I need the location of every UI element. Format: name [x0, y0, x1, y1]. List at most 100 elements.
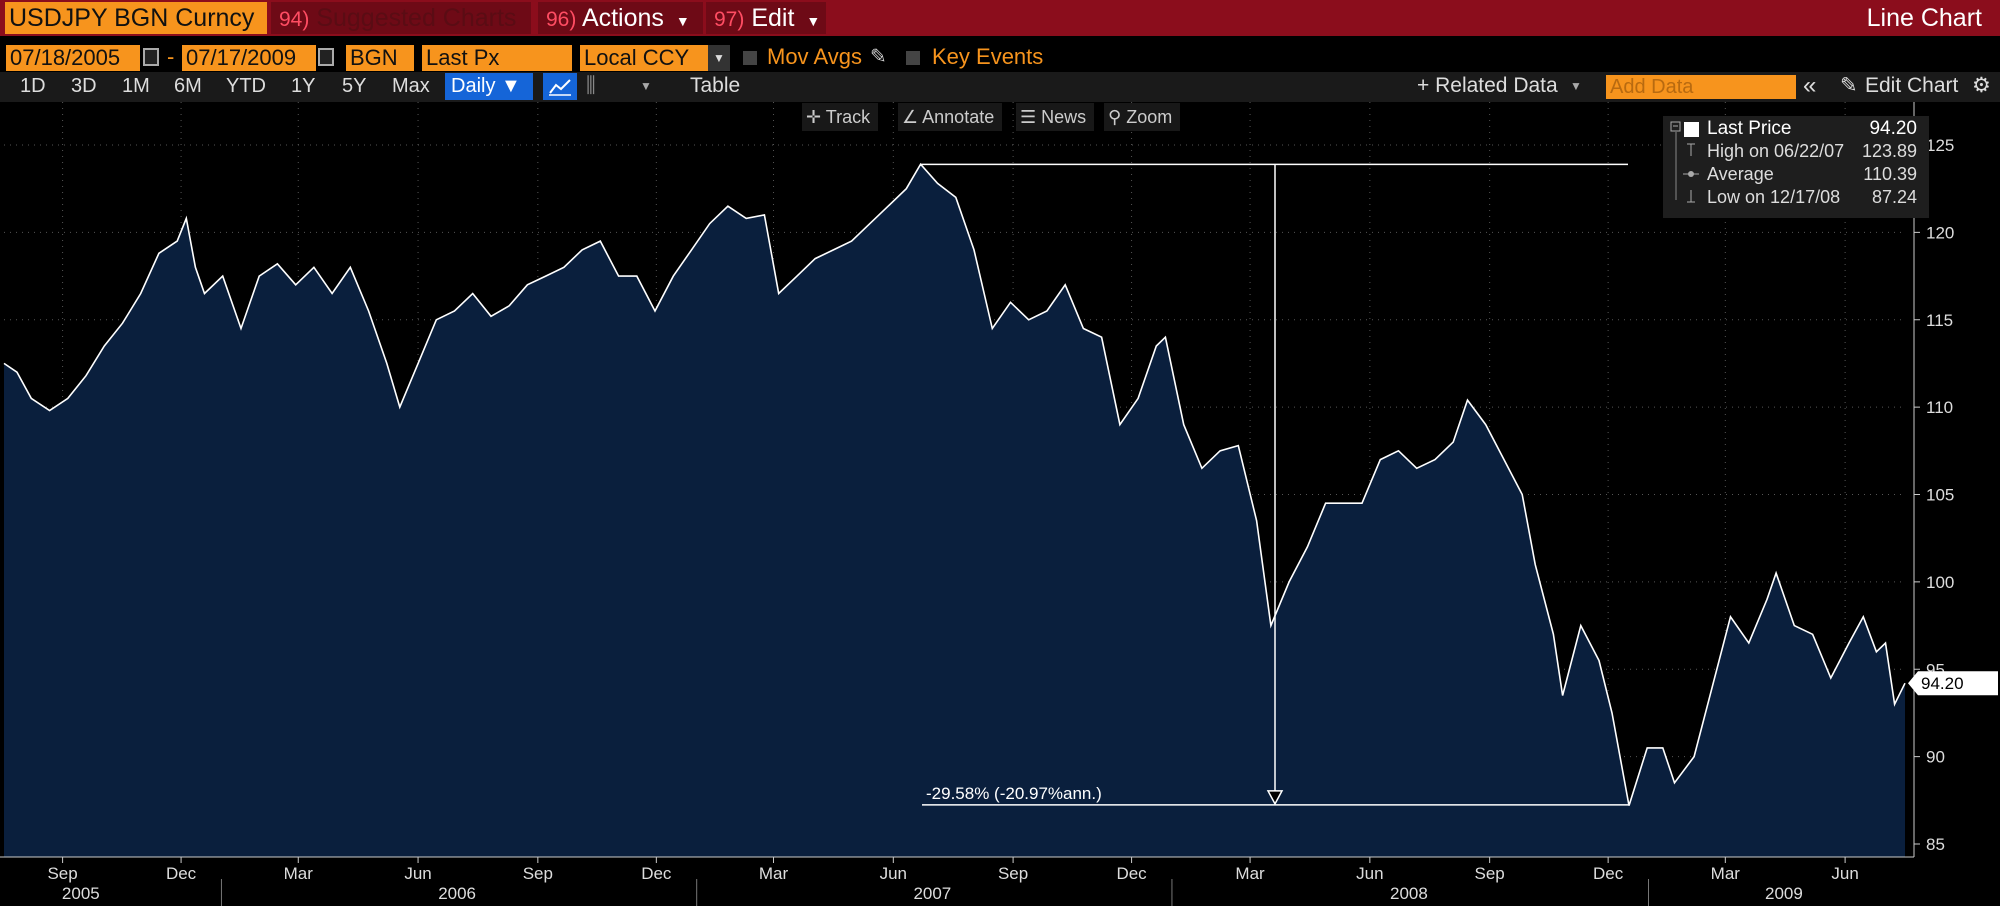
actions-label: Actions: [581, 4, 664, 32]
x-tick-label: Mar: [759, 864, 789, 883]
collapse-icon[interactable]: «: [1803, 72, 1817, 99]
annotate-label: Annotate: [922, 107, 995, 127]
chevron-down-icon[interactable]: ▼: [708, 45, 730, 71]
x-tick-label: Mar: [284, 864, 314, 883]
table-button[interactable]: Table: [690, 74, 741, 97]
mov-avgs-checkbox[interactable]: [743, 51, 757, 65]
x-tick-label: Sep: [1475, 864, 1505, 883]
x-tick-label: Dec: [166, 864, 197, 883]
period-max-button[interactable]: Max: [392, 75, 430, 97]
y-tick-label: 110: [1926, 398, 1953, 417]
mov-avgs-label[interactable]: Mov Avgs: [767, 44, 862, 69]
period-6m-button[interactable]: 6M: [174, 75, 202, 97]
frequency-select[interactable]: Daily ▼: [445, 73, 533, 100]
calendar-icon[interactable]: [143, 48, 159, 66]
chevron-down-icon[interactable]: ▼: [1570, 79, 1582, 93]
zoom-button[interactable]: ⚲ Zoom: [1104, 103, 1181, 131]
currency-select[interactable]: Local CCY: [580, 45, 710, 71]
year-label: 2008: [1390, 884, 1428, 903]
start-date-input[interactable]: 07/18/2005: [6, 45, 140, 71]
pencil-icon[interactable]: ✎: [870, 46, 887, 68]
x-tick-label: Sep: [998, 864, 1028, 883]
title-bar: USDJPY BGN Curncy 94) Suggested Charts 9…: [0, 0, 2000, 36]
suggested-charts-button[interactable]: 94) Suggested Charts: [271, 2, 531, 34]
crosshair-icon: ✛: [806, 107, 822, 127]
key-events-checkbox[interactable]: [906, 51, 920, 65]
add-data-input[interactable]: [1606, 75, 1796, 99]
line-chart-icon[interactable]: [543, 73, 577, 100]
drawdown-annotation: -29.58% (-20.97%ann.): [920, 163, 1629, 806]
x-tick-label: Jun: [1356, 864, 1383, 883]
edit-label: Edit: [751, 4, 795, 32]
magnifier-icon: ⚲: [1108, 107, 1122, 127]
legend-last-price-label: Last Price: [1707, 118, 1792, 139]
news-label: News: [1041, 107, 1087, 127]
chevron-down-icon[interactable]: ▼: [640, 79, 652, 93]
y-tick-label: 90: [1926, 748, 1945, 767]
y-tick-label: 100: [1926, 573, 1954, 592]
annotate-button[interactable]: ∠ Annotate: [898, 103, 1003, 131]
period-1d-button[interactable]: 1D: [20, 75, 46, 97]
suggested-charts-num: 94): [279, 8, 310, 31]
frequency-label: Daily: [451, 75, 496, 97]
legend-average-value: 110.39: [1863, 164, 1917, 184]
actions-num: 96): [546, 8, 577, 31]
controls-row: 07/18/2005 - 07/17/2009 BGN Last Px Loca…: [0, 42, 2000, 72]
edit-menu-button[interactable]: 97) Edit ▼: [706, 2, 826, 34]
y-tick-label: 125: [1926, 136, 1954, 155]
price-area: [4, 164, 1905, 857]
y-tick-label: 85: [1926, 835, 1945, 854]
period-1y-button[interactable]: 1Y: [291, 75, 316, 97]
candlestick-icon[interactable]: ⫼: [586, 74, 596, 97]
legend-last-price-value: 94.20: [1869, 118, 1917, 139]
add-data-field[interactable]: [1606, 75, 1796, 99]
x-tick-label: Sep: [47, 864, 77, 883]
year-label: 2006: [438, 884, 476, 903]
key-events-label[interactable]: Key Events: [932, 44, 1044, 69]
period-1m-button[interactable]: 1M: [122, 75, 150, 97]
y-tick-label: 120: [1926, 223, 1954, 242]
pencil-icon[interactable]: ✎: [1840, 74, 1858, 97]
x-tick-label: Mar: [1235, 864, 1265, 883]
caret-down-icon: ▼: [806, 13, 821, 29]
track-button[interactable]: ✛ Track: [802, 103, 879, 131]
last-price-tag: 94.20: [1908, 671, 1998, 696]
period-3d-button[interactable]: 3D: [71, 75, 97, 97]
related-data-button[interactable]: + Related Data: [1417, 74, 1558, 97]
legend-high-value: 123.89: [1861, 141, 1917, 161]
price-line: [3, 162, 1906, 806]
calendar-icon[interactable]: [318, 48, 334, 66]
x-tick-label: Mar: [1711, 864, 1741, 883]
source-input[interactable]: BGN: [346, 45, 414, 71]
x-tick-label: Jun: [404, 864, 431, 883]
news-icon: ☰: [1020, 107, 1037, 127]
legend-high-label: High on 06/22/07: [1707, 141, 1845, 161]
end-date-input[interactable]: 07/17/2009: [182, 45, 316, 71]
annotation-text: -29.58% (-20.97%ann.): [926, 784, 1102, 803]
period-ytd-button[interactable]: YTD: [226, 75, 266, 97]
x-tick-label: Dec: [641, 864, 672, 883]
period-5y-button[interactable]: 5Y: [342, 75, 367, 97]
legend-low-label: Low on 12/17/08: [1707, 187, 1841, 207]
actions-menu-button[interactable]: 96) Actions ▼: [538, 2, 703, 34]
x-tick-label: Jun: [880, 864, 907, 883]
x-tick-label: Jun: [1831, 864, 1858, 883]
x-tick-label: Dec: [1593, 864, 1624, 883]
news-button[interactable]: ☰ News: [1016, 103, 1095, 131]
year-label: 2005: [62, 884, 100, 903]
legend-low-value: 87.24: [1871, 187, 1917, 207]
x-tick-label: Dec: [1116, 864, 1147, 883]
pen-icon: ∠: [902, 107, 919, 127]
edit-chart-button[interactable]: Edit Chart: [1865, 74, 1959, 97]
gear-icon[interactable]: ⚙: [1972, 74, 1991, 97]
edit-num: 97): [714, 8, 745, 31]
period-toolbar: 1D 3D 1M 6M YTD 1Y 5Y Max Daily ▼ ⫼ ▼ Ta…: [0, 72, 2000, 102]
ticker-field[interactable]: USDJPY BGN Curncy: [5, 2, 267, 34]
track-label: Track: [825, 107, 871, 127]
last-price-tag-shape: [1908, 671, 1998, 696]
caret-down-icon: ▼: [675, 13, 690, 29]
suggested-charts-label: Suggested Charts: [316, 4, 517, 32]
field-input[interactable]: Last Px: [422, 45, 572, 71]
